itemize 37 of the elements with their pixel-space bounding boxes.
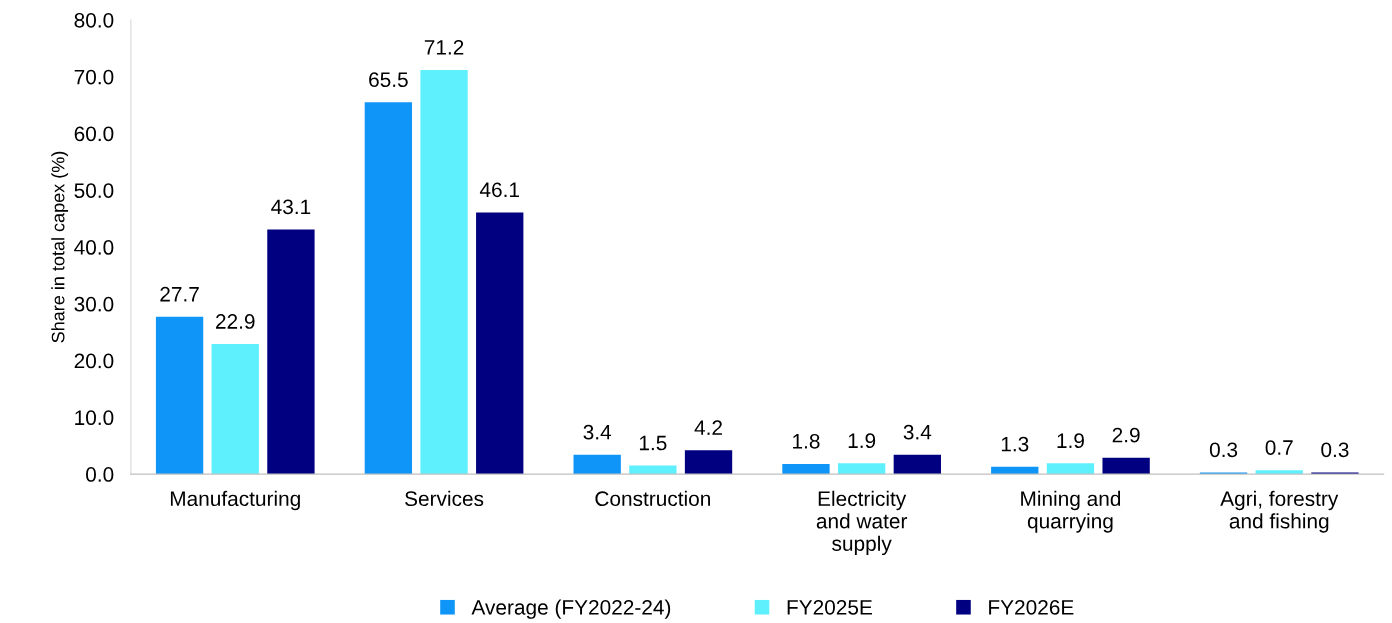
x-tick-label: Manufacturing — [170, 490, 300, 511]
data-label: 65.5 — [369, 72, 408, 88]
data-label: 0.3 — [1321, 442, 1349, 458]
data-label: 1.5 — [639, 435, 667, 451]
y-tick-label: 50.0 — [74, 183, 114, 198]
data-label: 27.7 — [160, 286, 199, 302]
legend-label: FY2026E — [989, 599, 1074, 615]
y-tick-label: 0.0 — [86, 467, 114, 482]
y-tick-label: 40.0 — [74, 240, 114, 255]
data-label: 0.3 — [1209, 442, 1238, 458]
x-tick-label: Agri, forestry and fishing — [1220, 490, 1339, 533]
data-label: 4.2 — [694, 420, 722, 435]
x-tick-label: Construction — [595, 490, 710, 507]
data-label: 71.2 — [424, 39, 464, 55]
x-tick-label: Mining and quarrying — [1021, 490, 1121, 533]
data-label: 1.3 — [1001, 436, 1029, 452]
legend-label: Average (FY2022-24) — [471, 599, 671, 619]
x-tick-label: Electricity and water supply — [816, 490, 908, 556]
data-label: 3.4 — [583, 424, 612, 440]
y-tick-label: 60.0 — [74, 126, 114, 142]
data-label: 2.9 — [1112, 427, 1140, 443]
data-label: 1.8 — [793, 433, 820, 449]
data-label: 46.1 — [479, 182, 519, 198]
data-label: 0.7 — [1265, 440, 1293, 455]
y-tick-label: 30.0 — [74, 296, 114, 312]
data-label: 3.4 — [903, 424, 932, 440]
data-label: 1.9 — [1057, 433, 1084, 449]
x-tick-label: Services — [405, 490, 484, 507]
y-tick-label: 80.0 — [74, 12, 114, 28]
data-label: 22.9 — [216, 314, 255, 329]
y-axis-title: Share in total capex (%) — [51, 151, 69, 343]
data-label: 43.1 — [271, 199, 311, 215]
y-tick-label: 10.0 — [75, 410, 114, 426]
y-tick-label: 20.0 — [74, 353, 114, 369]
y-tick-label: 70.0 — [74, 69, 114, 85]
data-label: 1.9 — [848, 433, 876, 449]
legend-label: FY2025E — [787, 599, 872, 615]
